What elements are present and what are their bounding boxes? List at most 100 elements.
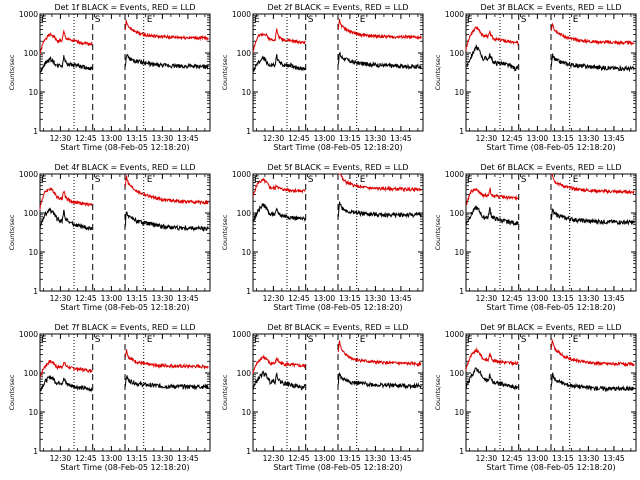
x-tick-label: 13:00: [314, 294, 336, 303]
y-tick-label: 100: [450, 369, 465, 378]
y-tick-label: 1000: [232, 330, 251, 339]
panel-title: Det 1f BLACK = Events, RED = LLD: [54, 3, 195, 12]
events-series-after: [337, 201, 422, 219]
y-tick-label: 100: [450, 209, 465, 218]
plot-frame: [39, 333, 211, 452]
panel-title: Det 7f BLACK = Events, RED = LLD: [54, 323, 195, 332]
y-axis-label: Counts/sec: [221, 54, 229, 90]
e-marker-label: E: [467, 175, 473, 185]
panel-det-6: Det 6f BLACK = Events, RED = LLD 1 10 100 10…: [434, 163, 637, 312]
x-tick-label: 12:45: [501, 454, 523, 463]
y-axis-label: Counts/sec: [221, 214, 229, 250]
x-tick-label: 12:45: [288, 454, 310, 463]
plot-frame: [465, 333, 637, 452]
s-marker-label: S: [521, 175, 527, 185]
panel-det-9: Det 9f BLACK = Events, RED = LLD 1 10 100 10…: [434, 323, 637, 472]
events-series-before: [39, 374, 93, 393]
x-tick-label: 13:45: [603, 294, 625, 303]
x-tick-label: 13:15: [126, 134, 148, 143]
x-axis-label: Start Time (08-Feb-05 12:18:20): [273, 143, 402, 152]
x-axis-label: Start Time (08-Feb-05 12:18:20): [60, 303, 189, 312]
s-marker-label: S: [521, 15, 527, 25]
events-series-before: [465, 44, 519, 72]
events-series-before: [39, 55, 93, 76]
e-marker-label: E: [254, 335, 260, 345]
x-tick-label: 13:30: [152, 454, 174, 463]
y-tick-label: 1000: [445, 330, 464, 339]
events-series-before: [39, 207, 93, 232]
panel-title: Det 4f BLACK = Events, RED = LLD: [54, 163, 195, 172]
e-marker-label: E: [573, 175, 579, 185]
y-tick-label: 10: [28, 408, 38, 417]
x-tick-label: 12:45: [501, 134, 523, 143]
plot-frame: [39, 173, 211, 292]
x-axis-label: Start Time (08-Feb-05 12:18:20): [486, 463, 615, 472]
plot-frame: [252, 333, 424, 452]
x-tick-label: 13:00: [101, 454, 123, 463]
x-tick-label: 13:30: [365, 454, 387, 463]
events-series-after: [550, 53, 635, 73]
x-axis-label: Start Time (08-Feb-05 12:18:20): [486, 143, 615, 152]
y-tick-label: 100: [237, 369, 252, 378]
x-tick-label: 12:45: [288, 294, 310, 303]
x-tick-label: 12:45: [75, 454, 97, 463]
y-tick-label: 1000: [19, 330, 38, 339]
x-tick-label: 13:15: [552, 454, 574, 463]
x-tick-label: 12:30: [476, 454, 498, 463]
x-tick-label: 13:00: [314, 454, 336, 463]
x-tick-label: 13:45: [390, 134, 412, 143]
y-tick-label: 10: [28, 88, 38, 97]
panel-title: Det 5f BLACK = Events, RED = LLD: [267, 163, 408, 172]
x-tick-label: 13:00: [314, 134, 336, 143]
x-tick-label: 13:30: [152, 294, 174, 303]
panel-det-2: Det 2f BLACK = Events, RED = LLD 1 10 100 10…: [221, 3, 424, 152]
y-tick-label: 1: [33, 127, 38, 136]
y-tick-label: 100: [450, 49, 465, 58]
e-marker-label: E: [147, 175, 153, 185]
x-axis-label: Start Time (08-Feb-05 12:18:20): [273, 303, 402, 312]
lld-series-before: [465, 25, 519, 51]
s-marker-label: S: [308, 175, 314, 185]
y-axis-label: Counts/sec: [434, 54, 442, 90]
events-series-before: [465, 367, 519, 390]
e-marker-label: E: [41, 175, 47, 185]
panel-title: Det 3f BLACK = Events, RED = LLD: [480, 3, 621, 12]
e-marker-label: E: [147, 15, 153, 25]
x-tick-label: 13:30: [365, 134, 387, 143]
x-axis-label: Start Time (08-Feb-05 12:18:20): [273, 463, 402, 472]
lld-series-after: [337, 19, 422, 41]
x-tick-label: 13:00: [527, 454, 549, 463]
e-marker-label: E: [573, 335, 579, 345]
events-series-after: [124, 375, 209, 391]
x-tick-label: 12:30: [263, 294, 285, 303]
e-marker-label: E: [41, 15, 47, 25]
x-tick-label: 12:45: [75, 294, 97, 303]
x-tick-label: 13:30: [365, 294, 387, 303]
y-tick-label: 10: [454, 408, 464, 417]
panel-det-4: Det 4f BLACK = Events, RED = LLD 1 10 100 10…: [8, 163, 211, 312]
lld-series-after: [550, 22, 635, 46]
e-marker-label: E: [254, 15, 260, 25]
events-series-before: [252, 203, 306, 223]
x-tick-label: 12:45: [75, 134, 97, 143]
plot-frame: [465, 13, 637, 132]
lld-series-before: [252, 28, 306, 52]
y-tick-label: 1: [33, 287, 38, 296]
e-marker-label: E: [467, 335, 473, 345]
s-marker-label: S: [95, 175, 101, 185]
events-series-after: [337, 51, 422, 70]
y-tick-label: 1: [459, 287, 464, 296]
x-tick-label: 12:30: [263, 454, 285, 463]
y-tick-label: 10: [241, 248, 251, 257]
y-tick-label: 100: [24, 209, 39, 218]
y-tick-label: 10: [241, 88, 251, 97]
y-axis-label: Counts/sec: [8, 374, 16, 410]
lld-series-before: [39, 29, 93, 55]
x-tick-label: 13:45: [603, 454, 625, 463]
panel-title: Det 9f BLACK = Events, RED = LLD: [480, 323, 621, 332]
y-tick-label: 100: [237, 209, 252, 218]
e-marker-label: E: [360, 175, 366, 185]
x-tick-label: 12:30: [476, 294, 498, 303]
x-tick-label: 13:45: [390, 454, 412, 463]
e-marker-label: E: [467, 15, 473, 25]
